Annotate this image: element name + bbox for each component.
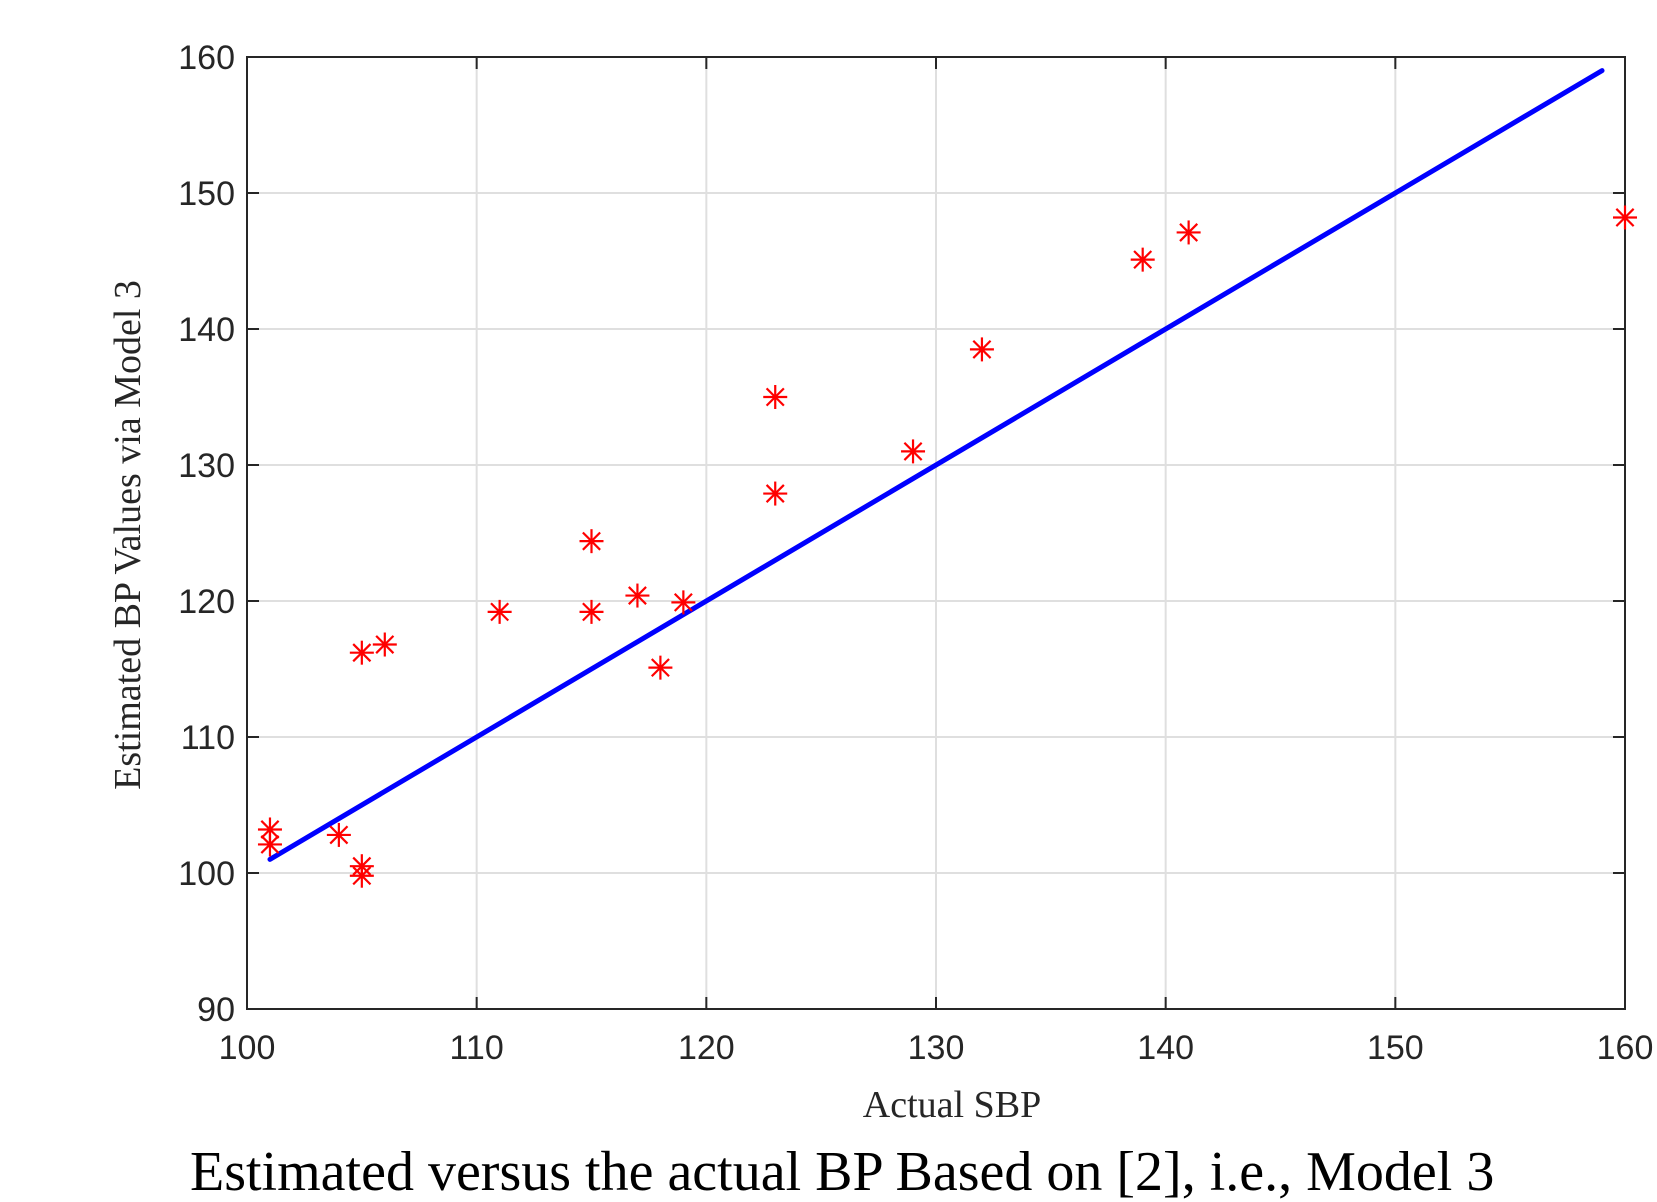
- y-tick-label: 110: [181, 719, 235, 757]
- data-point: [257, 832, 282, 857]
- data-point: [1176, 220, 1201, 245]
- data-point: [579, 529, 604, 554]
- data-point: [579, 599, 604, 624]
- x-tick-label: 120: [678, 1029, 735, 1067]
- figure-caption: Estimated versus the actual BP Based on …: [190, 1141, 1494, 1202]
- data-point: [372, 632, 397, 657]
- data-point: [763, 385, 788, 409]
- fit-line-layer: [267, 68, 1605, 862]
- data-point: [763, 481, 788, 506]
- data-point: [671, 590, 696, 615]
- data-point: [257, 817, 282, 842]
- data-point: [648, 655, 673, 680]
- x-axis-title: Actual SBP: [863, 1084, 1041, 1126]
- tick-labels: 100 110 120 130 140 150 1609010011012013014015…: [178, 39, 1653, 1067]
- data-point: [969, 337, 994, 362]
- x-tick-label: 160: [1597, 1029, 1654, 1067]
- data-point: [1130, 247, 1155, 272]
- y-tick-label: 120: [178, 583, 235, 621]
- y-tick-label: 150: [178, 175, 235, 213]
- x-tick-label: 110: [450, 1029, 504, 1067]
- data-point: [901, 439, 926, 464]
- y-tick-label: 140: [178, 311, 235, 349]
- data-point: [487, 599, 512, 624]
- y-tick-label: 100: [178, 855, 235, 893]
- x-tick-label: 100: [219, 1029, 276, 1067]
- x-tick-label: 150: [1367, 1029, 1424, 1067]
- y-tick-label: 160: [178, 39, 235, 77]
- data-point: [1613, 205, 1637, 230]
- axes: [246, 56, 1626, 1010]
- data-point: [349, 640, 374, 665]
- data-point: [625, 583, 650, 608]
- grid-lines: [246, 56, 1626, 1010]
- data-point: [326, 822, 351, 847]
- fit-line: [267, 68, 1605, 862]
- y-tick-label: 130: [178, 447, 235, 485]
- data-points: [257, 205, 1637, 888]
- data-point: [349, 863, 374, 888]
- y-tick-label: 90: [197, 991, 235, 1029]
- plot-frame: [246, 56, 1626, 1010]
- x-tick-label: 140: [1137, 1029, 1194, 1067]
- y-axis-title: Estimated BP Values via Model 3: [107, 280, 149, 790]
- x-tick-label: 130: [908, 1029, 965, 1067]
